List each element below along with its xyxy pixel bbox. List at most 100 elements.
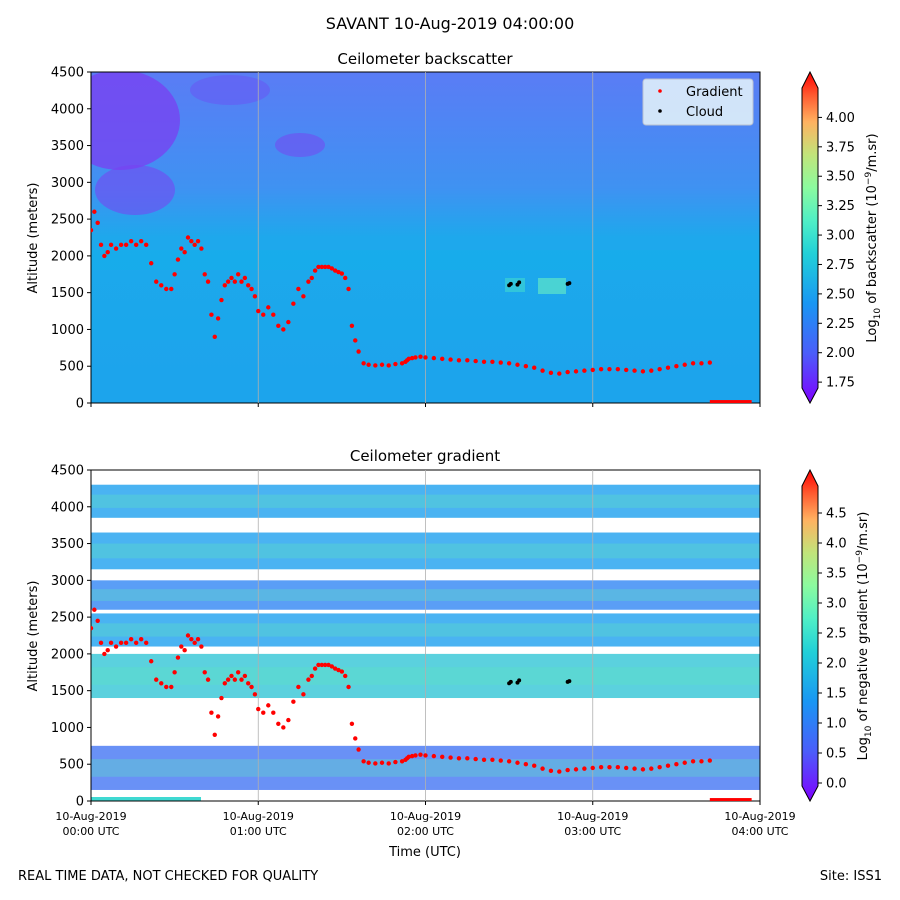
colorbar-tick-label: 1.0 <box>826 717 847 732</box>
gradient-point <box>276 721 281 726</box>
gradient-point <box>373 363 378 368</box>
gradient-point <box>440 356 445 362</box>
gradient-point <box>336 269 341 275</box>
gradient-point <box>296 684 301 690</box>
x-tick-label: 03:00 UTC <box>564 825 621 838</box>
cloud-point <box>567 281 572 286</box>
y-tick-label: 3000 <box>51 574 84 589</box>
gradient-point <box>607 366 612 372</box>
gradient-point <box>665 365 671 370</box>
colorbar-tick-label: 3.0 <box>826 597 847 612</box>
gradient-point <box>632 766 637 771</box>
colorbar-tick-label: 3.00 <box>826 229 855 244</box>
gradient-point <box>515 362 520 367</box>
panel1-title: Ceilometer backscatter <box>337 50 513 68</box>
gradient-point <box>118 640 124 646</box>
colorbar2-ticks: 0.0 0.5 1.0 1.5 2.0 2.5 3.0 3.5 4.0 4.5 <box>818 507 847 792</box>
footer-site: Site: ISS1 <box>819 869 882 884</box>
panel1-x-axis <box>90 403 761 407</box>
gradient-point <box>98 242 104 248</box>
gradient-point <box>339 271 345 276</box>
gradient-point <box>456 358 462 363</box>
gradient-point <box>332 268 338 273</box>
colorbar2-label: Log10 of negative gradient (10−9/m.sr) <box>855 512 874 761</box>
gradient-point <box>548 370 554 376</box>
gradient-point <box>473 756 478 762</box>
colorbar-tick-label: 0.5 <box>826 747 847 762</box>
gradient-point <box>215 714 221 719</box>
y-tick-label: 2500 <box>51 213 84 228</box>
colorbar-tick-label: 2.0 <box>826 657 847 672</box>
cloud-point <box>517 678 522 683</box>
colorbar1-label: Log10 of backscatter (10−9/m.sr) <box>864 133 883 342</box>
gradient-point <box>674 762 679 767</box>
gradient-point <box>573 369 579 374</box>
gradient-point <box>309 275 314 281</box>
gradient-point <box>175 655 181 660</box>
gradient-point <box>682 760 687 765</box>
gradient-point <box>164 286 169 292</box>
gradient-point <box>665 763 671 768</box>
gradient-point <box>195 636 201 642</box>
gradient-point <box>169 684 174 690</box>
gradient-point <box>169 286 174 292</box>
gradient-point <box>108 640 114 646</box>
gradient-point <box>286 319 291 325</box>
y-tick-label: 1500 <box>51 286 84 301</box>
gradient-point <box>185 235 191 240</box>
gradient-point <box>440 754 445 760</box>
gradient-point <box>143 640 149 646</box>
gradient-point <box>301 692 306 697</box>
gradient-point <box>699 361 704 366</box>
gradient-point <box>219 695 224 701</box>
colorbar-tick-label: 0.0 <box>826 777 847 792</box>
panel2-surface-strip <box>91 797 201 801</box>
colorbar1-bar <box>801 70 819 405</box>
gradient-point <box>423 355 428 360</box>
gradient-point <box>674 364 679 369</box>
gradient-point <box>548 768 554 774</box>
gradient-point <box>281 725 286 730</box>
gradient-point <box>209 312 214 317</box>
gradient-point <box>192 640 197 646</box>
gradient-point <box>557 371 562 376</box>
gradient-point <box>506 759 512 764</box>
gradient-point <box>532 365 537 370</box>
colorbar-tick-label: 3.75 <box>826 140 855 155</box>
gradient-point <box>582 368 587 373</box>
x-tick-label: 01:00 UTC <box>230 825 287 838</box>
gradient-point <box>319 662 325 668</box>
gradient-point <box>690 361 696 366</box>
gradient-point <box>339 669 345 674</box>
gradient-point <box>632 368 637 373</box>
gradient-point <box>182 648 187 653</box>
gradient-point <box>413 753 418 758</box>
gradient-point <box>582 766 587 771</box>
gradient-point <box>133 242 139 248</box>
gradient-point <box>532 763 537 768</box>
gradient-point <box>615 764 621 770</box>
gradient-point <box>423 753 428 758</box>
gradient-point <box>431 355 437 361</box>
gradient-point <box>182 250 187 255</box>
gradient-point <box>343 275 348 281</box>
gradient-point <box>649 766 654 771</box>
gradient-point <box>349 323 355 328</box>
gradient-point <box>707 360 713 365</box>
y-tick-label: 4000 <box>51 102 84 117</box>
gradient-point <box>332 666 338 671</box>
gradient-point <box>336 667 341 673</box>
gradient-point <box>346 286 351 292</box>
panel2-xlabel: Time (UTC) <box>388 845 461 860</box>
gradient-point <box>540 368 545 373</box>
colorbar1-ticks: 1.75 2.00 2.25 2.50 2.75 3.00 3.25 3.50 3.75 4.00 <box>818 111 855 391</box>
gradient-point <box>448 357 453 362</box>
gradient-point <box>322 264 328 270</box>
gradient-point <box>286 717 291 723</box>
y-tick-label: 0 <box>76 397 84 412</box>
gradient-point <box>242 673 248 679</box>
gradient-point <box>95 220 100 225</box>
gradient-point <box>229 275 234 281</box>
x-tick-label: 10-Aug-2019 <box>390 810 461 823</box>
panel1-y-axis: 0 500 1000 1500 2000 2500 3000 3500 4000 4500 <box>51 66 91 412</box>
